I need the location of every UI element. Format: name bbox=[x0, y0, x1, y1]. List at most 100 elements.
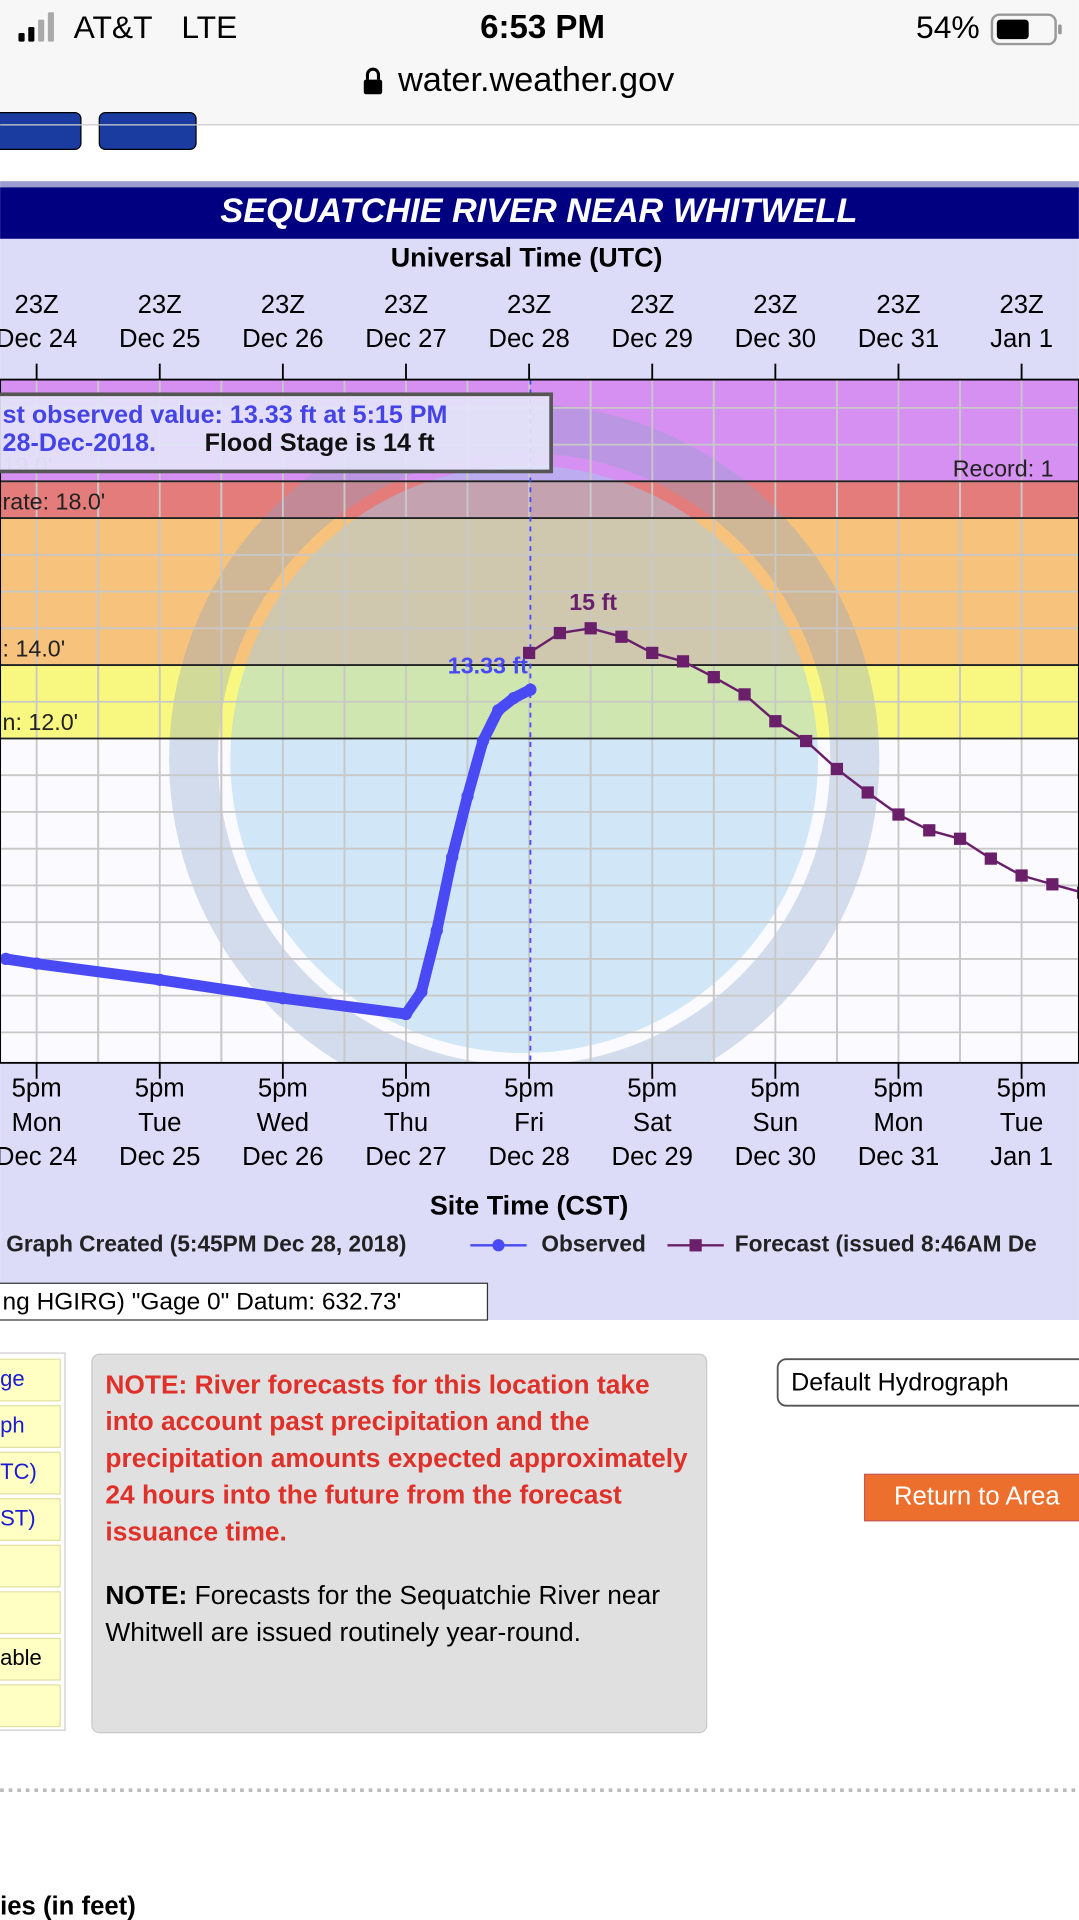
top-tick-label: 23Z bbox=[261, 291, 305, 319]
x-tick-label: Dec 24 bbox=[0, 1143, 77, 1171]
signal-icon bbox=[18, 12, 54, 42]
info-box bbox=[0, 392, 553, 474]
forecast-point bbox=[615, 630, 628, 643]
table-link[interactable]: able bbox=[0, 1645, 42, 1670]
battery-icon bbox=[990, 13, 1062, 46]
observed-point bbox=[153, 973, 166, 986]
info-date: 28-Dec-2018. bbox=[3, 429, 156, 457]
observed-point bbox=[276, 992, 289, 1005]
forecast-point bbox=[830, 762, 844, 776]
note-body: Forecasts for the Sequatchie River near … bbox=[105, 1580, 660, 1647]
note-box bbox=[91, 1353, 708, 1734]
top-axis-title: Universal Time (UTC) bbox=[391, 243, 663, 273]
battery-percent: 54% bbox=[916, 9, 980, 45]
x-tick-label: Dec 28 bbox=[488, 1143, 569, 1171]
x-tick-label: Tue bbox=[138, 1109, 181, 1137]
dropdown[interactable] bbox=[776, 1358, 1079, 1407]
note-label: NOTE: bbox=[105, 1580, 188, 1611]
top-tick-label: 23Z bbox=[507, 291, 551, 319]
observed-point bbox=[399, 1007, 413, 1021]
note-content: NOTE: River forecasts for this location … bbox=[105, 1367, 693, 1651]
flood-stage: Flood Stage is 14 ft bbox=[205, 429, 436, 457]
observed-point bbox=[0, 952, 12, 966]
table-cell bbox=[0, 1358, 61, 1402]
left-table-cells: ge ph TC) ST) able bbox=[0, 1358, 61, 1728]
chart-overlay: 23Z Dec 24 23Z Dec 25 23Z Dec 26 23Z Dec 27 23Z D… bbox=[0, 291, 1053, 1256]
x-tick-label: Sat bbox=[633, 1109, 672, 1137]
observed-point bbox=[30, 957, 43, 970]
x-tick-label: 5pm bbox=[627, 1075, 677, 1103]
legend-marker bbox=[689, 1239, 702, 1252]
return-button[interactable] bbox=[863, 1473, 1079, 1522]
x-tick-label: Fri bbox=[514, 1109, 544, 1137]
graph-created: Graph Created (5:45PM Dec 28, 2018) bbox=[6, 1230, 406, 1256]
observed-point bbox=[430, 924, 443, 937]
forecast-point bbox=[584, 622, 597, 635]
x-tick-label: Dec 25 bbox=[119, 1143, 200, 1171]
observed-point bbox=[492, 704, 505, 717]
x-tick-label: Tue bbox=[1000, 1109, 1043, 1137]
forecast-point bbox=[522, 646, 536, 660]
datum-box bbox=[0, 1282, 489, 1321]
table-link[interactable]: ge bbox=[0, 1366, 25, 1391]
value-label: 13.33 ft bbox=[448, 653, 528, 679]
table-link[interactable]: ST) bbox=[0, 1505, 36, 1530]
network: LTE bbox=[181, 9, 237, 45]
forecast-point bbox=[707, 671, 720, 684]
legend-marker bbox=[492, 1239, 505, 1252]
note-issuance: NOTE: Forecasts for the Sequatchie River… bbox=[105, 1577, 693, 1650]
note-text: NOTE: River forecasts for this location … bbox=[105, 1367, 693, 1651]
url: water.weather.gov bbox=[397, 61, 675, 99]
table-link[interactable]: ph bbox=[0, 1412, 25, 1437]
forecast-point bbox=[1046, 878, 1059, 891]
top-tick-label: Dec 24 bbox=[0, 325, 77, 353]
observed-point bbox=[524, 683, 537, 696]
table-cell bbox=[0, 1451, 61, 1495]
top-tick-label: Dec 27 bbox=[365, 325, 446, 353]
top-tick-label: 23Z bbox=[630, 291, 674, 319]
x-tick-label: Wed bbox=[257, 1109, 309, 1137]
value-label: 15 ft bbox=[569, 589, 617, 615]
title-bar bbox=[0, 187, 1079, 239]
table-link[interactable]: TC) bbox=[0, 1459, 37, 1484]
x-tick-label: 5pm bbox=[997, 1075, 1047, 1103]
observed-point bbox=[461, 790, 474, 803]
page-button[interactable] bbox=[0, 112, 82, 150]
legend-label: Observed bbox=[541, 1230, 645, 1256]
table-cell bbox=[0, 1544, 61, 1588]
chart-title: SEQUATCHIE RIVER NEAR WHITWELL bbox=[220, 192, 857, 230]
forecast-point bbox=[769, 715, 782, 728]
page-button[interactable] bbox=[98, 112, 197, 150]
stage-label: : 14.0' bbox=[3, 635, 66, 661]
info-line: st observed value: 13.33 ft at 5:15 PM bbox=[3, 401, 448, 429]
forecast-point bbox=[738, 688, 751, 701]
legend-label: Forecast (issued 8:46AM De bbox=[735, 1230, 1037, 1256]
record-label: Record: 1 bbox=[953, 455, 1054, 481]
forecast-point bbox=[861, 786, 874, 799]
x-tick-label: 5pm bbox=[12, 1075, 62, 1103]
x-tick-label: Dec 29 bbox=[612, 1143, 693, 1171]
top-tick-label: Dec 25 bbox=[119, 325, 200, 353]
x-tick-label: 5pm bbox=[258, 1075, 308, 1103]
x-tick-label: Mon bbox=[12, 1109, 62, 1137]
x-axis-title: Site Time (CST) bbox=[430, 1190, 628, 1220]
x-tick-label: Dec 31 bbox=[858, 1143, 939, 1171]
stage-label: rate: 18.0' bbox=[3, 489, 106, 515]
top-tick-label: 23Z bbox=[14, 291, 58, 319]
x-tick-label: Dec 27 bbox=[365, 1143, 446, 1171]
forecast-point bbox=[923, 824, 936, 837]
top-tick-label: 23Z bbox=[384, 291, 428, 319]
observed-point bbox=[476, 734, 490, 748]
datum: ng HGIRG) "Gage 0" Datum: 632.73' bbox=[3, 1288, 402, 1315]
x-tick-label: 5pm bbox=[504, 1075, 554, 1103]
top-tick-label: Dec 31 bbox=[858, 325, 939, 353]
forecast-point bbox=[676, 655, 690, 668]
x-tick-label: Mon bbox=[873, 1109, 923, 1137]
top-tick-label: 23Z bbox=[138, 291, 182, 319]
x-tick-label: Thu bbox=[384, 1109, 428, 1137]
x-tick-label: Dec 26 bbox=[242, 1143, 323, 1171]
carrier: AT&T bbox=[74, 9, 153, 45]
dropdown-label: Default Hydrograph bbox=[791, 1368, 1009, 1396]
forecast-point bbox=[984, 852, 997, 865]
